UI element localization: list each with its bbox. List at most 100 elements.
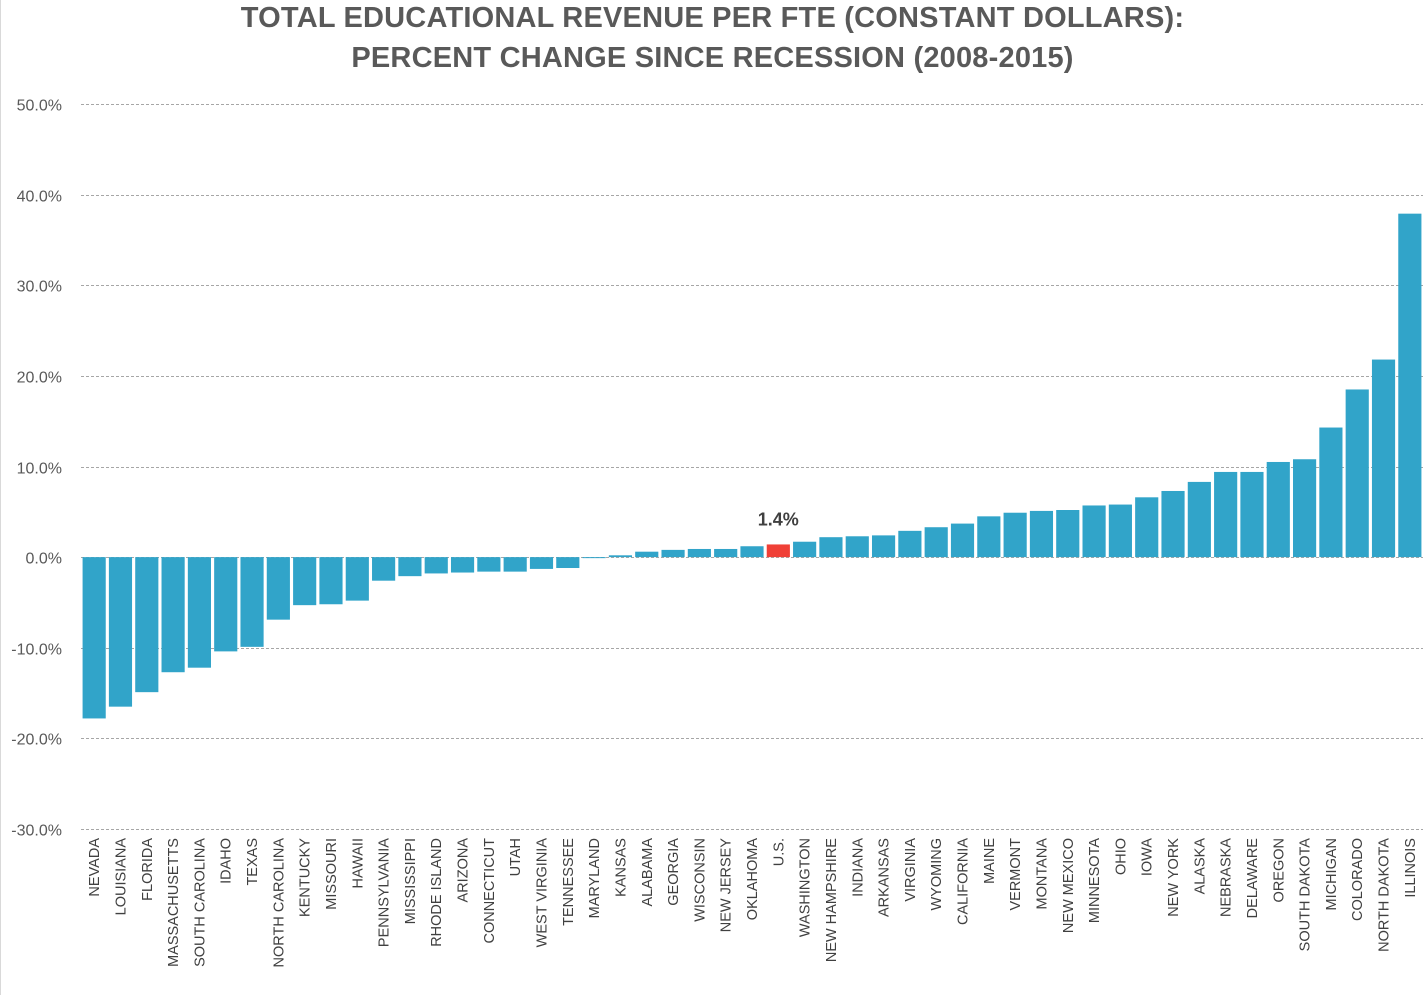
bar (950, 523, 975, 558)
x-category-label: VERMONT (1008, 838, 1024, 911)
y-tick-label: 20.0% (17, 370, 62, 387)
x-category-label: MICHIGAN (1324, 838, 1340, 911)
data-labels: 1.4% (758, 509, 799, 529)
x-category-label: OHIO (1113, 838, 1129, 875)
x-category-label: NEW HAMPSHIRE (824, 838, 840, 962)
x-category-label: IOWA (1140, 838, 1156, 876)
chart-title-line-1: TOTAL EDUCATIONAL REVENUE PER FTE (CONST… (240, 2, 1185, 34)
bar (266, 557, 290, 620)
x-category-label: ALABAMA (640, 838, 656, 907)
y-tick-label: 30.0% (17, 279, 62, 296)
bar (345, 557, 369, 601)
y-tick-label: 50.0% (17, 98, 62, 115)
bar (556, 557, 580, 569)
x-category-label: MONTANA (1034, 838, 1050, 910)
bar (661, 549, 685, 558)
chart-title-line-2: PERCENT CHANGE SINCE RECESSION (2008-201… (351, 42, 1074, 74)
bar (1214, 471, 1238, 558)
bar (635, 551, 659, 558)
bar (1161, 490, 1185, 558)
x-category-label: MASSACHUSETTS (166, 838, 182, 967)
bar (503, 557, 527, 572)
x-category-label: WISCONSIN (692, 838, 708, 922)
gridlines (81, 104, 1423, 830)
y-tick-label: -30.0% (11, 823, 62, 840)
x-category-label: MINNESOTA (1087, 838, 1103, 923)
x-category-label: UTAH (508, 838, 524, 876)
bar (1319, 427, 1343, 558)
x-category-label: ARKANSAS (877, 838, 893, 917)
bar (1398, 213, 1422, 558)
x-axis-category-labels: NEVADA LOUISIANA FLORIDA MASSACHUSETTS SOUTH… (87, 838, 1419, 968)
x-category-label: MISSISSIPPI (403, 838, 419, 924)
x-category-label: NEVADA (87, 838, 103, 897)
x-category-label: NORTH CAROLINA (271, 838, 287, 968)
bar (1135, 497, 1159, 558)
x-category-label: NEBRASKA (1219, 838, 1235, 917)
x-category-label: WEST VIRGINIA (534, 838, 550, 948)
x-category-label: NEW YORK (1166, 838, 1182, 917)
bar (608, 555, 633, 558)
x-category-label: RHODE ISLAND (429, 838, 445, 947)
bar (1056, 510, 1080, 558)
x-category-label: TENNESSEE (561, 838, 577, 926)
y-tick-label: 40.0% (17, 189, 62, 206)
x-category-label: MAINE (982, 838, 998, 884)
bar (293, 557, 317, 606)
bar (977, 516, 1001, 558)
bar (1345, 389, 1369, 558)
bar (1240, 471, 1264, 558)
bar (1266, 461, 1290, 558)
x-category-label: SOUTH DAKOTA (1298, 838, 1314, 952)
x-category-label: DELAWARE (1245, 838, 1261, 919)
bar (319, 557, 343, 605)
bar (871, 535, 896, 558)
bar (372, 557, 396, 581)
bar (845, 536, 869, 558)
x-category-label: KANSAS (613, 838, 629, 897)
bar (398, 557, 422, 577)
y-tick-label: 0.0% (26, 551, 62, 568)
bar (424, 557, 448, 574)
bar (740, 546, 764, 558)
bar (793, 541, 817, 558)
x-category-label: WASHINGTON (798, 838, 814, 937)
bar (529, 557, 554, 569)
x-category-label: ALASKA (1192, 838, 1208, 895)
x-category-label: INDIANA (850, 838, 866, 897)
x-category-label: U.S. (771, 838, 787, 866)
x-category-label: TEXAS (245, 838, 261, 886)
bar (240, 557, 264, 647)
bar (1003, 512, 1027, 558)
bar (161, 557, 185, 673)
data-label: 1.4% (758, 509, 799, 529)
x-category-label: IDAHO (219, 838, 235, 884)
bar (1029, 510, 1054, 558)
bar (82, 557, 106, 719)
x-category-label: PENNSYLVANIA (377, 838, 393, 947)
bar (477, 557, 501, 572)
x-category-label: NEW JERSEY (719, 838, 735, 933)
bar (135, 557, 159, 693)
bar (1371, 359, 1396, 558)
x-category-label: FLORIDA (140, 838, 156, 901)
bar (714, 548, 738, 558)
bar (1187, 481, 1211, 558)
x-category-label: KENTUCKY (298, 838, 314, 917)
y-tick-label: -10.0% (11, 642, 62, 659)
bar (1108, 504, 1132, 558)
x-category-label: NEW MEXICO (1061, 838, 1077, 933)
x-category-label: CONNECTICUT (482, 838, 498, 944)
x-category-label: CALIFORNIA (956, 838, 972, 925)
x-category-label: MARYLAND (587, 838, 603, 918)
bar (1293, 459, 1317, 558)
x-category-label: SOUTH CAROLINA (192, 838, 208, 967)
x-category-label: COLORADO (1350, 838, 1366, 921)
x-category-label: ARIZONA (456, 838, 472, 903)
bar (898, 530, 922, 558)
x-category-label: ILLINOIS (1403, 838, 1419, 898)
bars (82, 213, 1422, 719)
y-tick-label: 10.0% (17, 461, 62, 478)
